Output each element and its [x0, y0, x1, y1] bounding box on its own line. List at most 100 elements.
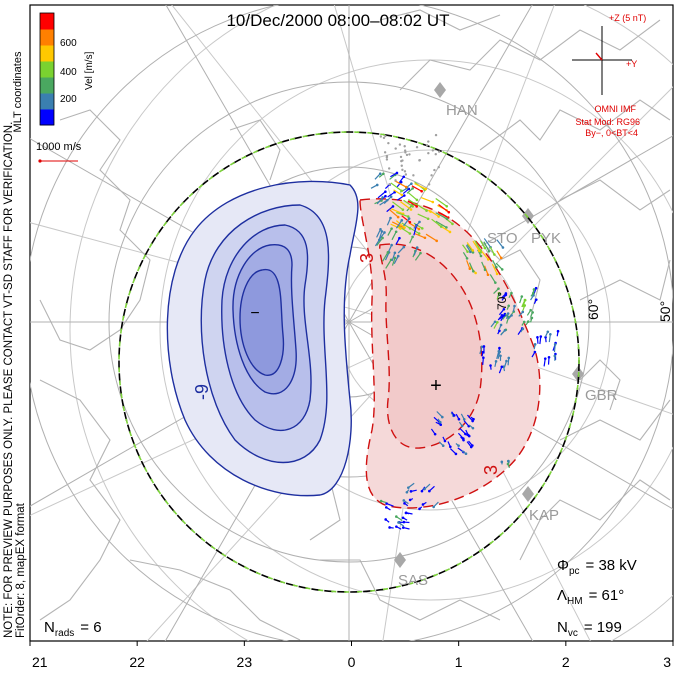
- velocity-vector: [404, 511, 410, 515]
- no-data-point: [387, 141, 390, 145]
- velocity-vector: [553, 343, 557, 353]
- velocity-vector: [376, 227, 382, 238]
- velocity-vector: [378, 172, 385, 178]
- velocity-vector: [483, 241, 491, 253]
- velocity-vector: [465, 244, 472, 254]
- velocity-vector: [386, 205, 395, 213]
- velocity-vector: [421, 501, 427, 506]
- velocity-vector: [409, 489, 417, 493]
- velocity-vector: [396, 211, 410, 218]
- no-data-point: [400, 159, 403, 163]
- velocity-vector: [530, 291, 535, 297]
- velocity-vector: [411, 185, 423, 193]
- velocity-vector: [498, 365, 504, 374]
- x-tick-label: 0: [348, 654, 356, 670]
- station-marker: [434, 82, 446, 98]
- velocity-vector: [526, 308, 532, 316]
- svg-text:ΛHM= 61°: ΛHM = 61°: [557, 587, 624, 607]
- velocity-vector: [438, 441, 445, 448]
- stat-lambda-hm: ΛHM = 61°: [557, 587, 624, 607]
- stat-nvc: Nvc = 199: [557, 619, 622, 639]
- velocity-vector: [437, 418, 442, 424]
- velocity-vector: [436, 411, 444, 419]
- velocity-vector: [512, 304, 516, 313]
- velocity-vector: [403, 217, 411, 227]
- no-data-point: [387, 167, 391, 170]
- imf-vector: [595, 52, 603, 61]
- velocity-vector: [548, 332, 552, 343]
- velocity-vector: [384, 506, 391, 511]
- colorbar-segment: [40, 45, 54, 62]
- velocity-vector: [393, 254, 400, 265]
- velocity-vector: [409, 235, 414, 244]
- no-data-point: [437, 150, 441, 153]
- velocity-vector: [496, 239, 505, 249]
- x-tick-label: 23: [237, 654, 253, 670]
- velocity-vector: [406, 187, 414, 194]
- velocity-vector: [498, 307, 506, 316]
- no-data-point: [403, 170, 407, 173]
- scale-vector: 1000 m/s: [36, 141, 82, 163]
- velocity-vector: [397, 245, 406, 254]
- velocity-vector: [543, 357, 547, 367]
- velocity-vector: [455, 443, 460, 447]
- velocity-vector: [395, 219, 404, 229]
- velocity-vector: [382, 251, 390, 262]
- no-data-point: [427, 152, 430, 155]
- velocity-vector: [389, 209, 400, 219]
- svg-text:Φpc= 38 kV: Φpc = 38 kV: [557, 557, 637, 577]
- no-data-point: [430, 174, 433, 177]
- contour-label-pos-2: 3: [481, 465, 501, 475]
- velocity-vector: [508, 291, 513, 299]
- velocity-vector: [499, 354, 502, 361]
- velocity-vector: [403, 502, 409, 507]
- velocity-vector: [377, 190, 387, 199]
- velocity-vector: [390, 223, 402, 230]
- velocity-vector: [506, 304, 510, 310]
- velocity-vector: [387, 227, 393, 236]
- velocity-vector: [390, 171, 399, 178]
- latitude-label-60: 60°: [585, 299, 601, 320]
- velocity-vector: [386, 216, 392, 226]
- velocity-vector: [395, 525, 402, 530]
- velocity-vector: [457, 432, 465, 440]
- velocity-vector: [460, 413, 466, 421]
- velocity-vector: [408, 226, 421, 235]
- velocity-vector: [556, 329, 560, 337]
- velocity-vector: [407, 482, 415, 489]
- station-marker: [522, 208, 534, 224]
- station-marker: [522, 486, 534, 502]
- velocity-vector: [407, 200, 419, 208]
- no-data-point: [427, 140, 430, 143]
- velocity-vector: [470, 416, 475, 421]
- no-data-point: [385, 158, 389, 161]
- stat-phi-pc: Φpc = 38 kV: [557, 557, 637, 577]
- velocity-vector: [480, 240, 487, 250]
- colorbar-tick: 200: [60, 94, 77, 105]
- velocity-vector: [402, 520, 410, 524]
- velocity-vector: [507, 314, 513, 320]
- velocity-vector: [396, 194, 406, 201]
- velocity-vector: [423, 483, 431, 491]
- colorbar-tick: 400: [60, 67, 77, 78]
- velocity-vector: [451, 411, 456, 417]
- velocity-vector: [393, 189, 404, 197]
- velocity-vector: [379, 499, 387, 504]
- velocity-vector: [420, 196, 435, 204]
- velocity-vector: [482, 356, 485, 366]
- velocity-vector: [430, 428, 437, 436]
- no-data-point: [437, 165, 440, 169]
- x-tick-label: 21: [32, 654, 48, 670]
- stat-nrads: Nrads = 6: [44, 619, 102, 639]
- potential-min-marker: −: [250, 305, 259, 322]
- velocity-vector: [468, 424, 475, 430]
- velocity-vector: [425, 233, 439, 243]
- colorbar-segment: [40, 61, 54, 78]
- velocity-vector: [398, 175, 406, 184]
- velocity-vector: [521, 320, 526, 326]
- x-tick-label: 22: [129, 654, 145, 670]
- mlt-coordinates-label: MLT coordinates: [12, 51, 24, 132]
- velocity-vector: [498, 323, 503, 331]
- velocity-vector: [383, 195, 393, 204]
